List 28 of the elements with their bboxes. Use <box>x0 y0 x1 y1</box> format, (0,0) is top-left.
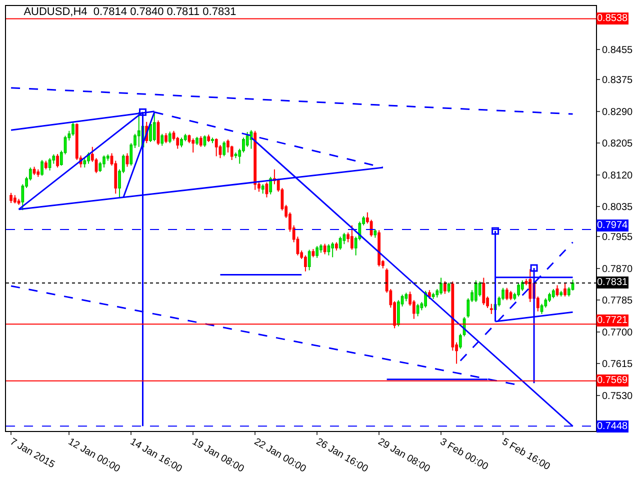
y-tick-label: 0.7785 <box>602 296 634 307</box>
x-tick-label: 29 Jan 08:00 <box>376 436 432 476</box>
y-tick-label: 0.7530 <box>602 390 634 402</box>
y-tick-label: 0.8120 <box>602 170 634 182</box>
y-tick-label: 0.7615 <box>602 359 634 370</box>
x-tick-label: 14 Jan 16:00 <box>128 436 184 476</box>
x-tick-label: 7 Jan 2015 <box>8 436 57 471</box>
y-tick-label: 0.8290 <box>602 106 634 118</box>
y-tick-label: 0.7955 <box>602 232 634 244</box>
x-tick-label: 5 Feb 16:00 <box>500 436 552 473</box>
x-tick-label: 26 Jan 16:00 <box>314 436 370 476</box>
x-tick-label: 22 Jan 00:00 <box>252 436 308 476</box>
x-tick-label: 19 Jan 08:00 <box>190 436 246 476</box>
y-tick-label: 0.8205 <box>602 138 634 150</box>
y-tick-label: 0.7700 <box>602 327 634 338</box>
ref-line-label: 0.7448 <box>597 421 628 432</box>
x-tick-label: 3 Feb 00:00 <box>438 436 490 473</box>
y-tick-label: 0.8375 <box>602 75 634 86</box>
ref-line-label: 0.7721 <box>597 315 628 326</box>
x-tick-label: 12 Jan 00:00 <box>66 436 122 476</box>
y-tick-label: 0.8035 <box>602 202 634 214</box>
y-tick-label: 0.8455 <box>602 45 634 56</box>
ref-line-label: 0.8538 <box>597 13 628 24</box>
ref-line-label: 0.7569 <box>597 375 628 386</box>
ref-line-label: 0.7974 <box>597 220 628 231</box>
y-tick-label: 0.7870 <box>602 264 634 275</box>
ref-line-label: 0.7831 <box>597 277 628 288</box>
chart-title: AUDUSD,H4 0.7814 0.7840 0.7811 0.7831 <box>24 6 236 18</box>
